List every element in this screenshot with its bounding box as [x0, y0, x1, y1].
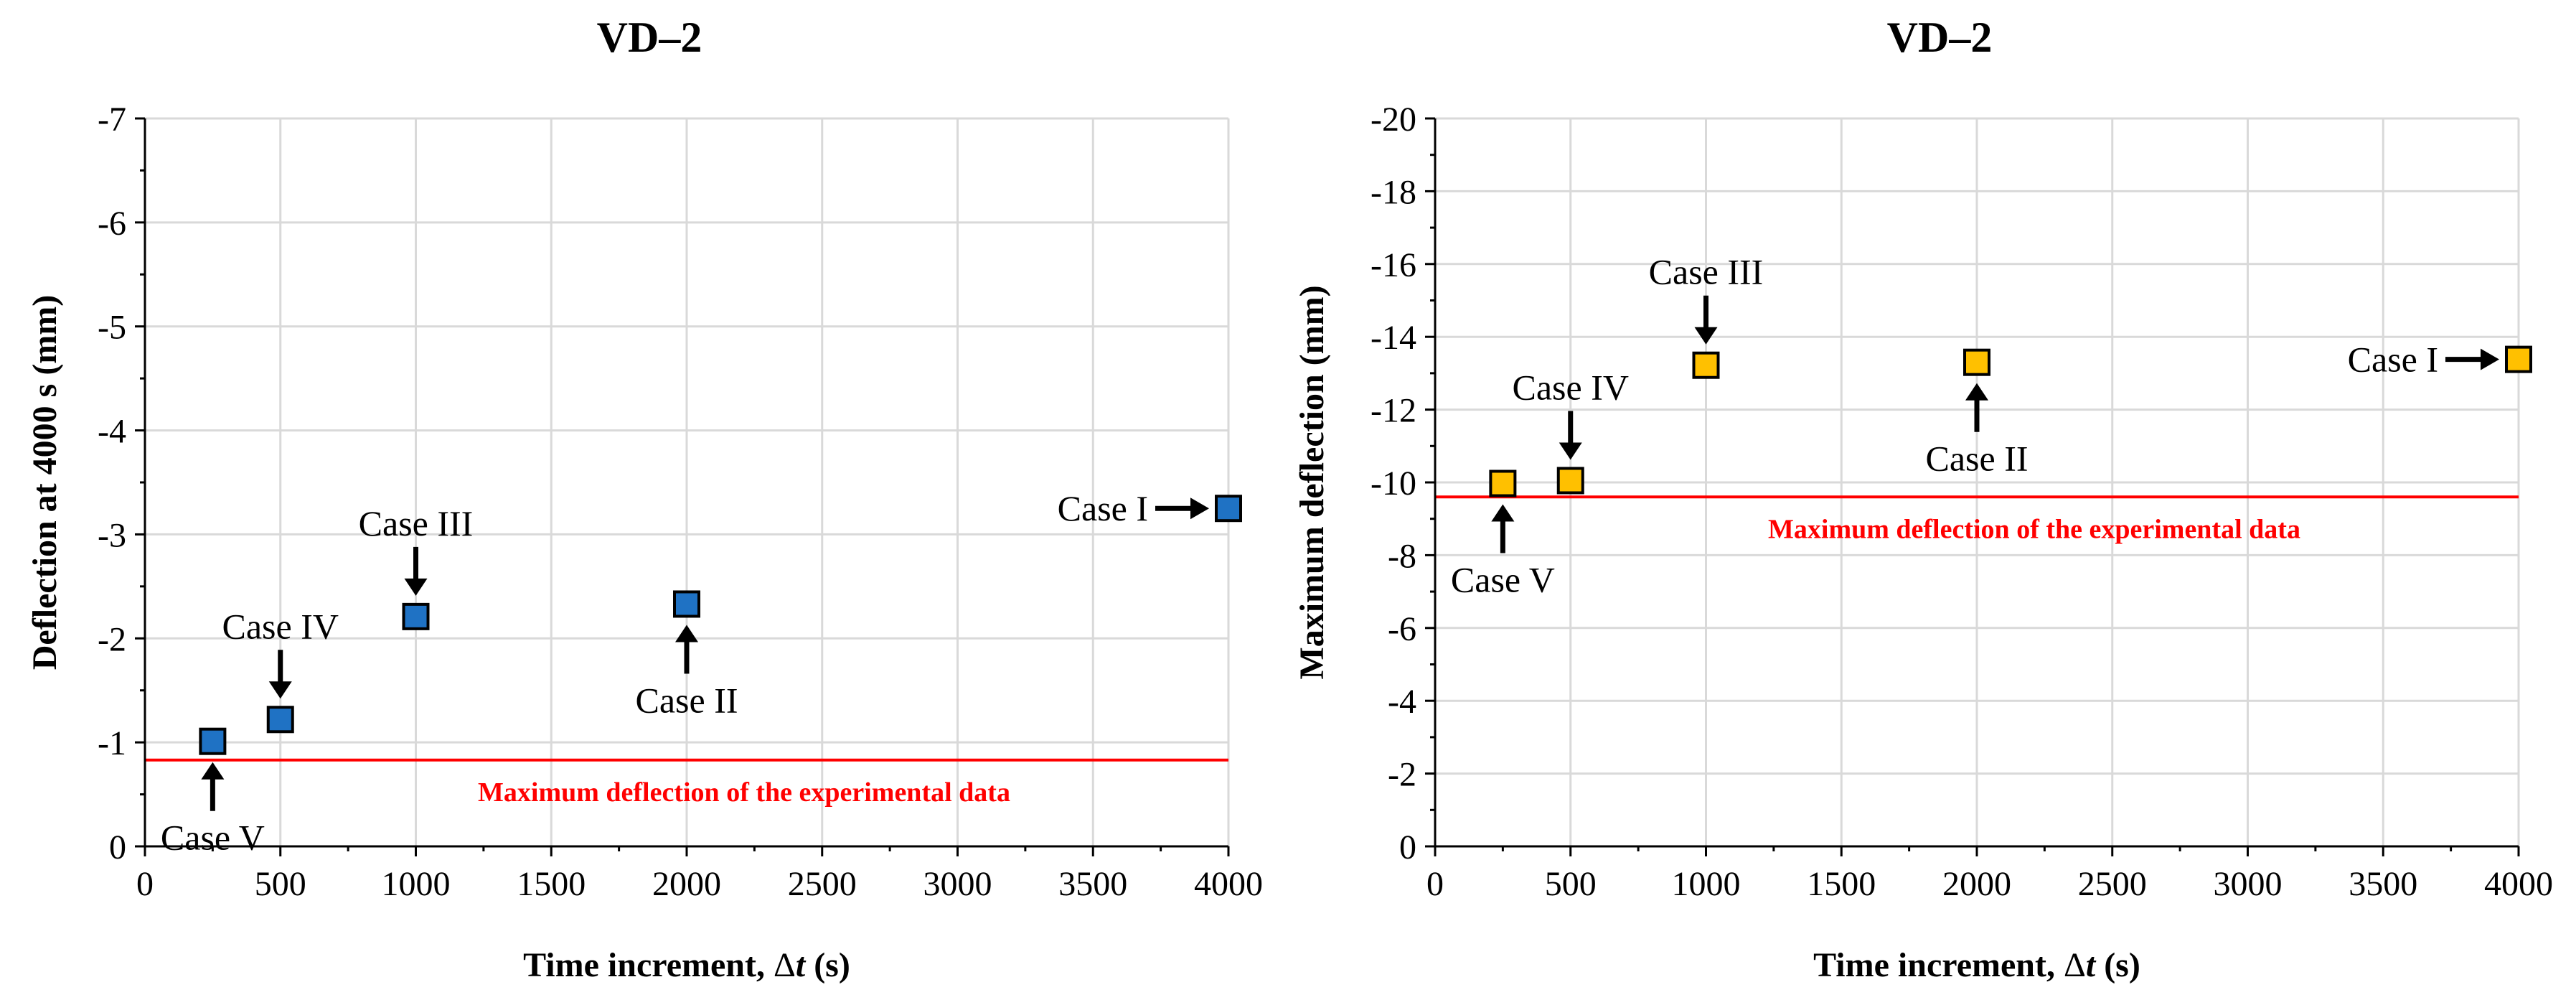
y-tick-label: -7 [98, 100, 126, 139]
case-label: Case IV [1513, 367, 1629, 407]
y-tick-label: -5 [98, 309, 126, 347]
x-tick-label: 3500 [1058, 865, 1127, 903]
y-tick-label: -4 [98, 413, 126, 451]
x-tick-label: 2000 [1942, 865, 2011, 903]
case-label: Case II [1926, 439, 2029, 479]
data-point [266, 706, 294, 734]
chart-title: VD–2 [597, 14, 702, 61]
y-tick-label: 0 [109, 828, 126, 866]
data-point [1692, 351, 1720, 379]
x-axis-label: Time increment, Δt (s) [1813, 946, 2140, 984]
y-tick-label: -2 [1388, 756, 1416, 794]
chart-panel-1: Maximum deflection of the experimental d… [26, 14, 1263, 984]
y-tick-label: -20 [1371, 100, 1416, 139]
x-tick-label: 1500 [517, 865, 586, 903]
x-tick-label: 3500 [2349, 865, 2417, 903]
y-tick-label: -1 [98, 724, 126, 762]
x-tick-label: 1000 [382, 865, 451, 903]
x-tick-label: 4000 [2484, 865, 2553, 903]
x-tick-label: 500 [255, 865, 306, 903]
annotation-arrowhead [1491, 504, 1515, 522]
data-point [1489, 469, 1517, 497]
y-tick-label: 0 [1399, 828, 1416, 866]
x-tick-label: 0 [1426, 865, 1444, 903]
y-tick-label: -3 [98, 516, 126, 554]
y-axis-label: Maximum deflection (mm) [1293, 285, 1331, 679]
y-tick-label: -14 [1371, 319, 1416, 357]
x-tick-label: 1000 [1672, 865, 1741, 903]
y-tick-label: -16 [1371, 246, 1416, 284]
x-axis-label-symbol: Δ [2064, 946, 2086, 984]
data-point [199, 727, 227, 755]
x-axis-label-variable: t [796, 946, 807, 984]
y-tick-label: -18 [1371, 173, 1416, 211]
reference-line-label: Maximum deflection of the experimental d… [1768, 514, 2300, 544]
data-point [1556, 467, 1584, 495]
annotation-arrowhead [201, 762, 225, 780]
data-point [402, 602, 430, 630]
annotation-arrowhead [1694, 327, 1718, 345]
y-tick-label: -6 [1388, 610, 1416, 648]
annotation-arrowhead [2481, 348, 2499, 370]
case-label: Case V [161, 818, 265, 858]
y-tick-label: -12 [1371, 392, 1416, 430]
annotation-arrowhead [268, 681, 292, 699]
y-tick-label: -6 [98, 205, 126, 243]
x-axis-label: Time increment, Δt (s) [523, 946, 850, 984]
reference-line-label: Maximum deflection of the experimental d… [478, 777, 1010, 808]
annotation-arrowhead [1559, 442, 1582, 460]
data-point [2505, 345, 2532, 373]
x-axis-label-suffix: (s) [2095, 946, 2140, 984]
case-label: Case V [1451, 560, 1555, 600]
x-tick-label: 4000 [1194, 865, 1263, 903]
y-axis-label: Deflection at 4000 s (mm) [26, 295, 64, 670]
data-point [1963, 348, 1990, 376]
case-label: Case I [2348, 340, 2438, 380]
case-label: Case IV [222, 606, 339, 646]
x-axis-label-suffix: (s) [805, 946, 850, 984]
case-label: Case II [636, 680, 738, 720]
case-label: Case III [359, 503, 474, 543]
y-tick-label: -10 [1371, 464, 1416, 502]
x-axis-label-prefix: Time increment, [523, 946, 774, 984]
data-point [673, 590, 700, 618]
x-tick-label: 2500 [2078, 865, 2147, 903]
data-point [1215, 495, 1242, 523]
y-tick-label: -2 [98, 620, 126, 658]
x-axis-label-symbol: Δ [774, 946, 796, 984]
x-tick-label: 1500 [1807, 865, 1876, 903]
x-tick-label: 2000 [652, 865, 721, 903]
x-tick-label: 2500 [788, 865, 857, 903]
y-tick-label: -4 [1388, 683, 1416, 721]
annotation-arrowhead [1190, 497, 1209, 520]
annotation-arrowhead [675, 625, 698, 642]
x-tick-label: 500 [1545, 865, 1597, 903]
y-tick-label: -8 [1388, 537, 1416, 575]
chart-panel-2: Maximum deflection of the experimental d… [1293, 14, 2553, 984]
x-tick-label: 3000 [923, 865, 992, 903]
x-tick-label: 3000 [2214, 865, 2283, 903]
x-tick-label: 0 [136, 865, 154, 903]
annotation-arrowhead [404, 578, 428, 596]
x-axis-label-variable: t [2086, 946, 2097, 984]
annotation-arrowhead [1965, 383, 1988, 401]
case-label: Case III [1649, 252, 1764, 292]
x-axis-label-prefix: Time increment, [1813, 946, 2064, 984]
chart-title: VD–2 [1887, 14, 1993, 61]
case-label: Case I [1058, 488, 1148, 528]
